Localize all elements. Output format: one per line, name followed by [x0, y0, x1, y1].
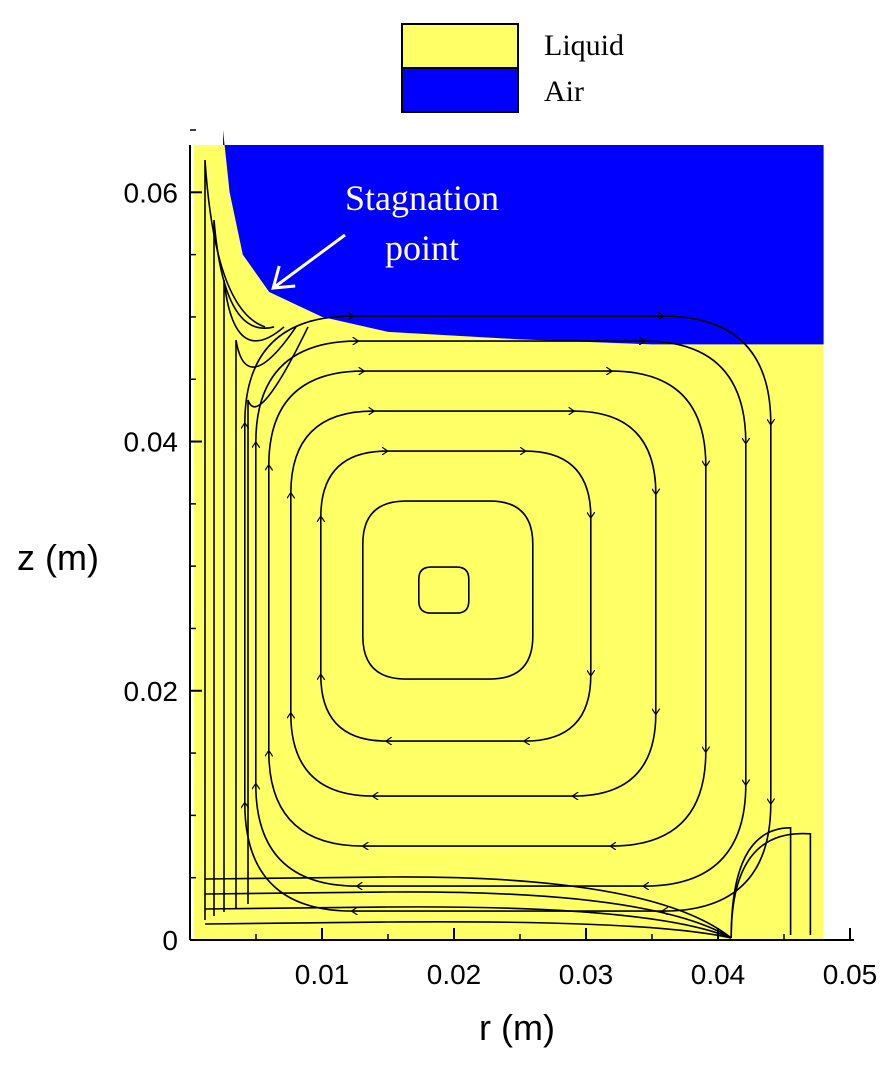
x-tick-label: 0.01: [295, 959, 350, 990]
streamline-wall: [223, 279, 285, 912]
y-tick-label: 0.02: [124, 676, 179, 707]
streamline-corner: [730, 832, 812, 939]
y-axis-title: z (m): [17, 537, 99, 578]
annotation-line-1: Stagnation: [345, 178, 499, 218]
legend: Liquid Air: [401, 23, 624, 113]
annotation-arrowhead: [271, 265, 296, 290]
annotation-arrow: [272, 233, 346, 290]
y-tick-label: 0.06: [124, 177, 179, 208]
x-tick-label: 0.04: [691, 959, 746, 990]
streamline-bottom: [204, 891, 732, 939]
streamline-wall: [247, 326, 309, 904]
streamlines: [204, 159, 812, 939]
streamline-bottom: [204, 906, 732, 939]
annotation-line-2: point: [385, 228, 459, 268]
legend-label-air: Air: [544, 75, 584, 108]
streamline-wall: [204, 159, 266, 920]
air-region: [223, 130, 824, 345]
x-axis: 0.01 0.02 0.03 0.04 0.05: [190, 928, 877, 990]
stagnation-annotation: Stagnation point: [271, 178, 499, 290]
y-axis: 0 0.02 0.04 0.06: [124, 129, 202, 956]
streamline-wall: [235, 326, 297, 908]
y-tick-label: 0.04: [124, 427, 179, 458]
y-tick-label: 0: [162, 925, 178, 956]
streamline-bottom: [204, 921, 732, 939]
x-axis-title: r (m): [479, 1007, 555, 1048]
legend-swatch-liquid: [401, 23, 519, 69]
streamline-loop: [245, 316, 771, 911]
x-tick-label: 0.03: [559, 959, 614, 990]
x-tick-label: 0.05: [823, 959, 878, 990]
streamline-bottom: [204, 876, 732, 939]
plot-area: [194, 130, 824, 940]
legend-label-liquid: Liquid: [544, 29, 624, 62]
streamline-wall: [213, 219, 275, 916]
x-tick-label: 0.02: [427, 959, 482, 990]
legend-swatch-air: [401, 67, 519, 113]
